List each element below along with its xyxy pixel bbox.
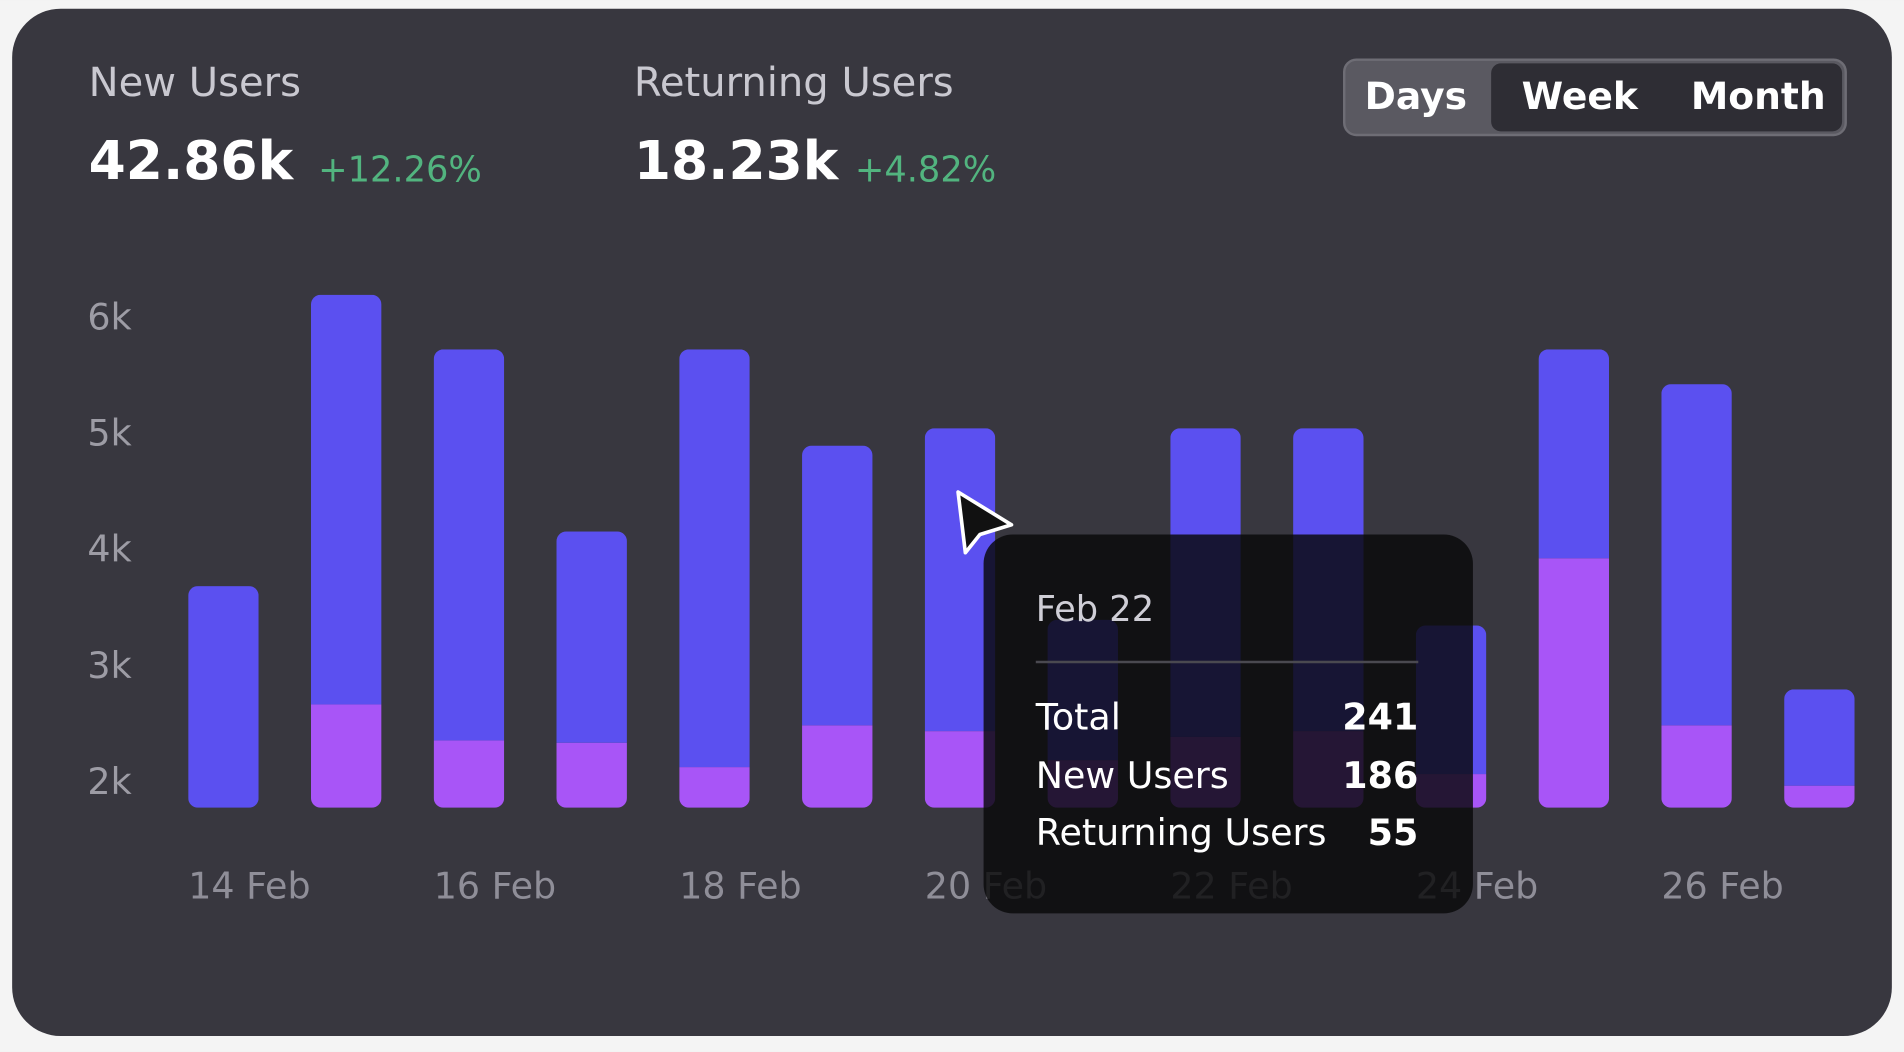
bar-segment bbox=[1538, 558, 1610, 808]
tooltip: Feb 22 Total 241 New Users 186 Returning… bbox=[983, 534, 1473, 914]
bar-segment bbox=[556, 742, 627, 808]
bar-segment bbox=[433, 349, 505, 741]
x-tick-label: 26 Feb bbox=[1661, 864, 1783, 907]
tab[interactable]: Month bbox=[1691, 74, 1826, 118]
bar-stack bbox=[556, 531, 627, 808]
bar-segment bbox=[188, 586, 259, 808]
bar-segment bbox=[924, 731, 996, 808]
x-tick-label: 14 Feb bbox=[188, 864, 310, 907]
bar-segment bbox=[310, 704, 382, 808]
bar-segment bbox=[433, 740, 505, 808]
bar-segment bbox=[802, 445, 873, 726]
bar-stack bbox=[1661, 384, 1732, 808]
stat-change: +12.26% bbox=[318, 149, 482, 190]
y-tick-label: 3k bbox=[87, 644, 131, 687]
tooltip-label: Total bbox=[1035, 696, 1121, 739]
stat-value: 18.23k bbox=[634, 129, 840, 192]
x-tick-label: 18 Feb bbox=[679, 864, 801, 907]
bar-segment bbox=[802, 725, 873, 808]
bar-segment bbox=[310, 294, 382, 705]
y-tick-label: 6k bbox=[87, 296, 131, 339]
bar-segment bbox=[1661, 725, 1732, 808]
tooltip-title: Feb 22 bbox=[1036, 589, 1154, 630]
stat-label: New Users bbox=[89, 60, 301, 106]
bar-segment bbox=[679, 767, 750, 808]
bar-stack bbox=[310, 294, 382, 808]
x-tick-label: 16 Feb bbox=[434, 864, 556, 907]
bar-segment bbox=[1538, 349, 1610, 559]
bar-stack bbox=[802, 445, 873, 808]
bar-stack bbox=[188, 586, 259, 808]
bar-segment bbox=[1661, 384, 1732, 726]
bar-segment bbox=[1784, 689, 1855, 786]
bar-segment bbox=[679, 349, 750, 768]
y-tick-label: 4k bbox=[87, 528, 131, 571]
tab[interactable]: Days bbox=[1365, 74, 1467, 118]
tooltip-bg bbox=[983, 534, 1473, 914]
bar-segment bbox=[924, 428, 996, 732]
tab-inactive-bg bbox=[1491, 63, 1843, 132]
tab[interactable]: Week bbox=[1522, 74, 1639, 118]
tooltip-value: 55 bbox=[1368, 811, 1419, 854]
stat-change: +4.82% bbox=[855, 149, 996, 190]
segmented-control: Days Week Month bbox=[1342, 58, 1847, 137]
bar-stack bbox=[679, 349, 750, 808]
tooltip-value: 241 bbox=[1342, 696, 1418, 739]
stat-value: 42.86k bbox=[89, 129, 295, 192]
tooltip-value: 186 bbox=[1342, 754, 1418, 797]
cursor bbox=[956, 490, 1014, 555]
bar-segment bbox=[556, 531, 627, 743]
tooltip-label: New Users bbox=[1036, 754, 1229, 797]
bar-stack bbox=[1784, 689, 1855, 808]
bar-stack bbox=[433, 349, 505, 808]
tooltip-label: Returning Users bbox=[1036, 811, 1327, 854]
bar-stack bbox=[1538, 349, 1610, 808]
stat-label: Returning Users bbox=[634, 60, 954, 106]
y-tick-label: 5k bbox=[87, 412, 131, 455]
bar-stack bbox=[924, 428, 996, 808]
bar-segment bbox=[1784, 785, 1855, 808]
y-tick-label: 2k bbox=[87, 760, 131, 803]
